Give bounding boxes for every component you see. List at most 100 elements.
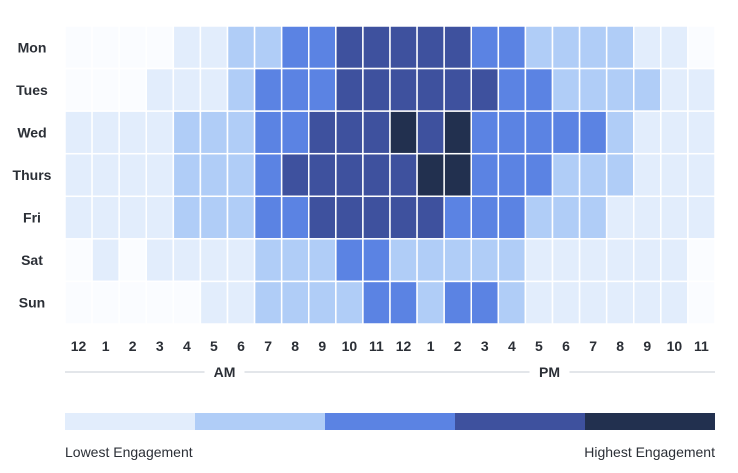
heatmap-cell: [118, 195, 147, 240]
heatmap-cell: [280, 110, 310, 155]
heatmap-cell: [145, 110, 175, 155]
heatmap-cell: [335, 152, 364, 198]
heatmap-cell: [443, 280, 472, 325]
heatmap-cell: [389, 25, 418, 70]
heatmap-cell: [226, 67, 256, 112]
heatmap-cell: [91, 152, 120, 198]
hour-label: 10: [342, 338, 358, 354]
hour-label: 9: [643, 338, 651, 354]
heatmap-cell: [362, 280, 391, 325]
heatmap-cell: [524, 110, 554, 155]
heatmap-cell: [199, 67, 229, 112]
day-label: Sun: [19, 295, 45, 311]
heatmap-cell: [145, 25, 175, 70]
legend-swatch: [195, 413, 325, 430]
heatmap-cell: [524, 280, 554, 325]
heatmap-cell: [578, 110, 608, 155]
heatmap-cell: [551, 195, 581, 240]
heatmap-cell: [226, 25, 256, 70]
hour-label: 11: [694, 338, 709, 354]
heatmap-cell: [660, 67, 689, 112]
heatmap-cell: [687, 238, 716, 283]
heatmap-cell: [578, 280, 608, 325]
heatmap-cell: [199, 195, 229, 240]
hour-label: 4: [183, 338, 191, 354]
hour-label: 1: [427, 338, 435, 354]
heatmap-cell: [199, 152, 229, 198]
heatmap-cell: [470, 25, 500, 70]
heatmap-cell: [362, 67, 391, 112]
heatmap-cell: [578, 67, 608, 112]
heatmap-cell: [118, 67, 147, 112]
heatmap-cell: [64, 110, 93, 155]
heatmap-cell: [389, 195, 418, 240]
heatmap-cell: [308, 110, 337, 155]
heatmap-cell: [362, 152, 391, 198]
heatmap-cell: [199, 110, 229, 155]
heatmap-cell: [687, 195, 716, 240]
heatmap-cell: [172, 238, 202, 283]
heatmap-cell: [64, 280, 93, 325]
heatmap-cell: [389, 110, 418, 155]
heatmap-cell: [470, 67, 500, 112]
heatmap-cell: [308, 280, 337, 325]
heatmap-cell: [416, 67, 445, 112]
hour-label: 10: [667, 338, 683, 354]
hour-label: 6: [237, 338, 245, 354]
heatmap-cell: [280, 25, 310, 70]
heatmap-cell: [389, 67, 418, 112]
heatmap-cell: [470, 195, 500, 240]
heatmap-cell: [118, 25, 147, 70]
heatmap-cell: [551, 280, 581, 325]
hour-label: 2: [454, 338, 462, 354]
heatmap-cell: [91, 238, 120, 283]
heatmap-cell: [660, 152, 689, 198]
heatmap-cell: [253, 110, 283, 155]
legend: Lowest Engagement Highest Engagement: [65, 413, 715, 460]
heatmap-cell: [687, 110, 716, 155]
heatmap-cell: [551, 152, 581, 198]
heatmap-cell: [253, 25, 283, 70]
heatmap-cell: [443, 238, 472, 283]
heatmap-cell: [64, 195, 93, 240]
heatmap-cell: [633, 25, 662, 70]
heatmap-cell: [226, 152, 256, 198]
heatmap-cell: [91, 195, 120, 240]
period-label-background: [529, 362, 570, 382]
heatmap-cell: [226, 280, 256, 325]
heatmap-cell: [118, 152, 147, 198]
hour-label: 9: [318, 338, 326, 354]
heatmap-cell: [687, 152, 716, 198]
hour-label: 3: [156, 338, 164, 354]
hour-label: 3: [481, 338, 489, 354]
hour-label: 5: [210, 338, 218, 354]
heatmap-cell: [443, 25, 472, 70]
heatmap-cell: [199, 25, 229, 70]
period-label: AM: [214, 364, 236, 380]
heatmap-cell: [470, 280, 500, 325]
legend-high-label: Highest Engagement: [584, 444, 715, 460]
heatmap-cell: [605, 110, 635, 155]
heatmap-cell: [335, 67, 364, 112]
heatmap-cells: [64, 25, 716, 325]
heatmap-cell: [443, 195, 472, 240]
hour-label: 11: [369, 338, 384, 354]
heatmap-cell: [416, 152, 445, 198]
heatmap-cell: [389, 238, 418, 283]
hour-label: 12: [71, 338, 87, 354]
heatmap-cell: [497, 195, 527, 240]
day-label: Tues: [16, 82, 48, 98]
heatmap-cell: [633, 195, 662, 240]
heatmap-cell: [172, 67, 202, 112]
heatmap-cell: [578, 195, 608, 240]
hour-label: 7: [264, 338, 272, 354]
heatmap-cell: [605, 67, 635, 112]
heatmap-cell: [172, 195, 202, 240]
heatmap-cell: [172, 25, 202, 70]
heatmap-cell: [605, 238, 635, 283]
heatmap-cell: [362, 25, 391, 70]
heatmap-cell: [362, 195, 391, 240]
heatmap-cell: [578, 238, 608, 283]
heatmap-cell: [280, 238, 310, 283]
